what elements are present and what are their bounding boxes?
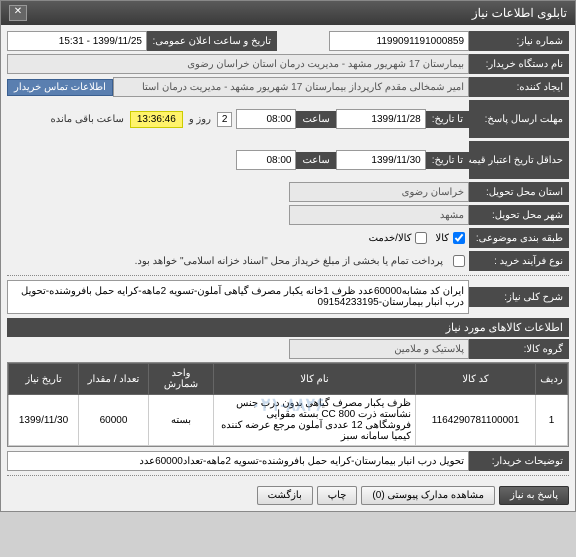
to-date-label: تا تاریخ: — [426, 111, 469, 128]
col-qty: تعداد / مقدار — [79, 364, 149, 395]
province-label: استان محل تحویل: — [469, 182, 569, 202]
cell-name: ظرف یکبار مصرف گیاهی بدون درب جنس نشاسته… — [214, 395, 416, 446]
pub-date-value: 1399/11/25 - 15:31 — [7, 31, 147, 51]
title-bar: تابلوی اطلاعات نیاز ✕ — [1, 1, 575, 25]
col-code: کد کالا — [416, 364, 536, 395]
col-unit: واحد شمارش — [149, 364, 214, 395]
cell-date: 1399/11/30 — [9, 395, 79, 446]
need-no-label: شماره نیاز: — [469, 31, 569, 51]
pub-date-label: تاریخ و ساعت اعلان عمومی: — [147, 31, 277, 51]
group-value: پلاستیک و ملامین — [289, 339, 469, 359]
cell-unit: بسته — [149, 395, 214, 446]
buyer-org-value: بیمارستان 17 شهریور مشهد - مدیریت درمان … — [7, 54, 469, 74]
summary-label: شرح کلی نیاز: — [469, 287, 569, 307]
button-bar: پاسخ به نیاز مشاهده مدارک پیوستی (0) چاپ… — [7, 480, 569, 505]
deadline-hour-label: ساعت — [296, 111, 335, 128]
cell-qty: 60000 — [79, 395, 149, 446]
cell-idx: 1 — [536, 395, 568, 446]
attachments-button[interactable]: مشاهده مدارک پیوستی (0) — [361, 486, 495, 505]
items-table: ردیف کد کالا نام کالا واحد شمارش تعداد /… — [8, 363, 568, 446]
reply-button[interactable]: پاسخ به نیاز — [499, 486, 569, 505]
cell-code: 1164290781100001 — [416, 395, 536, 446]
creator-label: ایجاد کننده: — [469, 77, 569, 97]
buy-type-checkbox[interactable] — [453, 255, 465, 267]
close-icon[interactable]: ✕ — [9, 5, 27, 21]
time-remaining: 13:36:46 — [130, 111, 183, 128]
service-checkbox[interactable] — [415, 232, 427, 244]
goods-checkbox[interactable] — [453, 232, 465, 244]
days-label: روز و — [183, 114, 217, 125]
buy-type-label: نوع فرآیند خرید : — [469, 251, 569, 271]
remain-label: ساعت باقی مانده — [44, 114, 129, 125]
items-header: اطلاعات کالاهای مورد نیاز — [7, 318, 569, 337]
contact-button[interactable]: اطلاعات تماس خریدار — [7, 79, 113, 96]
validity-label: حداقل تاریخ اعتبار قیمت: — [469, 141, 569, 179]
col-date: تاریخ نیاز — [9, 364, 79, 395]
summary-value: ایران کد مشابه60000عدد ظرف 1خانه یکبار م… — [7, 280, 469, 314]
city-value: مشهد — [289, 205, 469, 225]
buyer-org-label: نام دستگاه خریدار: — [469, 54, 569, 74]
validity-date: 1399/11/30 — [336, 150, 426, 170]
col-name: نام کالا — [214, 364, 416, 395]
back-button[interactable]: بازگشت — [257, 486, 313, 505]
buyer-notes-value: تحویل درب انبار بیمارستان-کرایه حمل بافر… — [7, 451, 469, 471]
buy-type-note: پرداخت تمام یا بخشی از مبلغ خریداز محل "… — [129, 256, 449, 267]
grouping-label: طبقه بندی موضوعی: — [469, 228, 569, 248]
validity-hour-label: ساعت — [296, 152, 335, 169]
service-chk-label: کالا/خدمت — [369, 233, 412, 244]
days-remaining: 2 — [217, 112, 233, 127]
table-header-row: ردیف کد کالا نام کالا واحد شمارش تعداد /… — [9, 364, 568, 395]
print-button[interactable]: چاپ — [317, 486, 358, 505]
divider — [7, 275, 569, 276]
deadline-hour: 08:00 — [236, 109, 296, 129]
col-idx: ردیف — [536, 364, 568, 395]
content-area: شماره نیاز: 1199091191000859 تاریخ و ساع… — [1, 25, 575, 511]
divider-2 — [7, 475, 569, 476]
buyer-notes-label: توضیحات خریدار: — [469, 451, 569, 471]
items-table-wrap: ردیف کد کالا نام کالا واحد شمارش تعداد /… — [7, 362, 569, 447]
goods-chk-label: کالا — [435, 233, 449, 244]
creator-value: امیر شمخالی مقدم کارپرداز بیمارستان 17 ش… — [113, 77, 469, 97]
info-window: تابلوی اطلاعات نیاز ✕ شماره نیاز: 119909… — [0, 0, 576, 512]
need-no-value: 1199091191000859 — [329, 31, 469, 51]
validity-hour: 08:00 — [236, 150, 296, 170]
deadline-label: مهلت ارسال پاسخ: — [469, 100, 569, 138]
table-row: 1 1164290781100001 ظرف یکبار مصرف گیاهی … — [9, 395, 568, 446]
deadline-date: 1399/11/28 — [336, 109, 426, 129]
validity-to-label: تا تاریخ: — [426, 152, 469, 169]
group-label: گروه کالا: — [469, 339, 569, 359]
window-title: تابلوی اطلاعات نیاز — [472, 6, 567, 20]
province-value: خراسان رضوی — [289, 182, 469, 202]
city-label: شهر محل تحویل: — [469, 205, 569, 225]
